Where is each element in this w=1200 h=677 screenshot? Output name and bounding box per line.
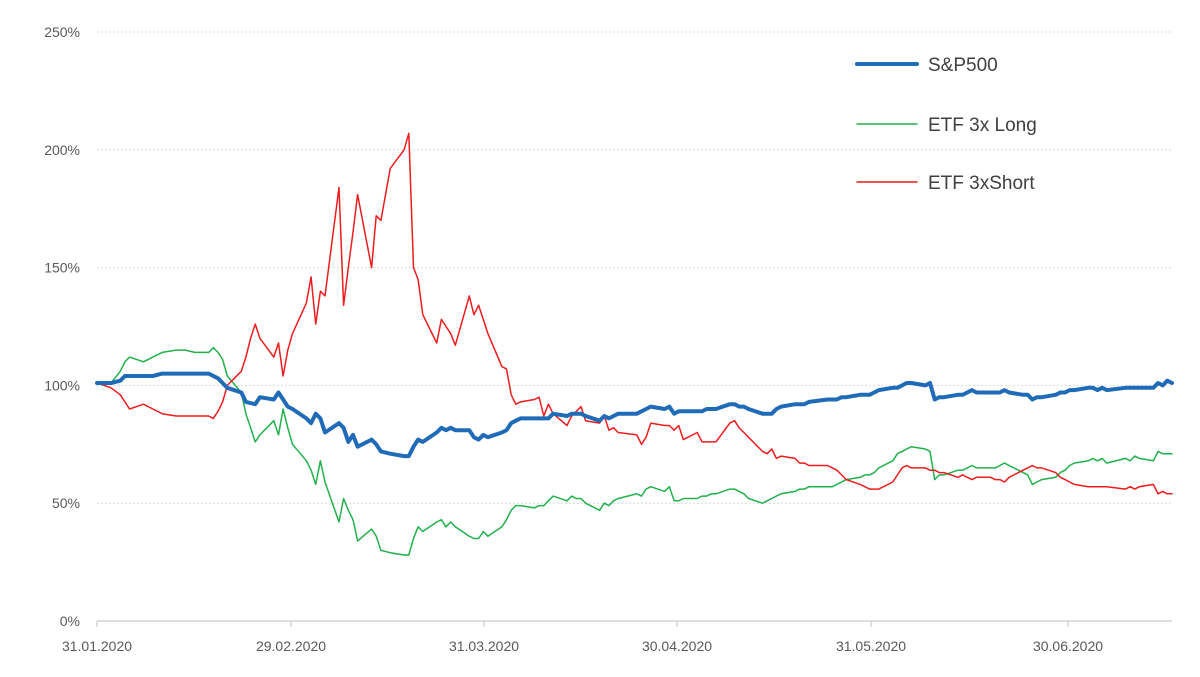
x-tick-label: 31.01.2020 [62, 638, 132, 654]
legend-label: S&P500 [928, 55, 998, 76]
gridlines [97, 31, 1172, 504]
series-lines [95, 132, 1174, 556]
y-tick-label: 250% [44, 24, 80, 40]
y-tick-label: 0% [60, 613, 80, 629]
legend-label: ETF 3x Long [928, 115, 1037, 136]
series-line-0 [95, 371, 1174, 459]
x-tick-label: 31.05.2020 [836, 638, 906, 654]
y-tick-label: 100% [44, 377, 80, 393]
x-tick-label: 29.02.2020 [256, 638, 326, 654]
x-tick-label: 30.06.2020 [1033, 638, 1103, 654]
legend: S&P500 ETF 3x Long ETF 3xShort [855, 55, 1037, 194]
legend-label: ETF 3xShort [928, 173, 1035, 194]
y-tick-label: 50% [52, 495, 80, 511]
y-tick-label: 200% [44, 142, 80, 158]
series-line-2 [96, 132, 1173, 495]
x-tick-label: 30.04.2020 [642, 638, 712, 654]
series-line-1 [96, 346, 1173, 556]
axes: 0% 50% 100% 150% 200% 250% 31.01.2020 29.02.202… [44, 24, 1172, 654]
y-tick-label: 150% [44, 260, 80, 276]
x-tick-label: 31.03.2020 [449, 638, 519, 654]
